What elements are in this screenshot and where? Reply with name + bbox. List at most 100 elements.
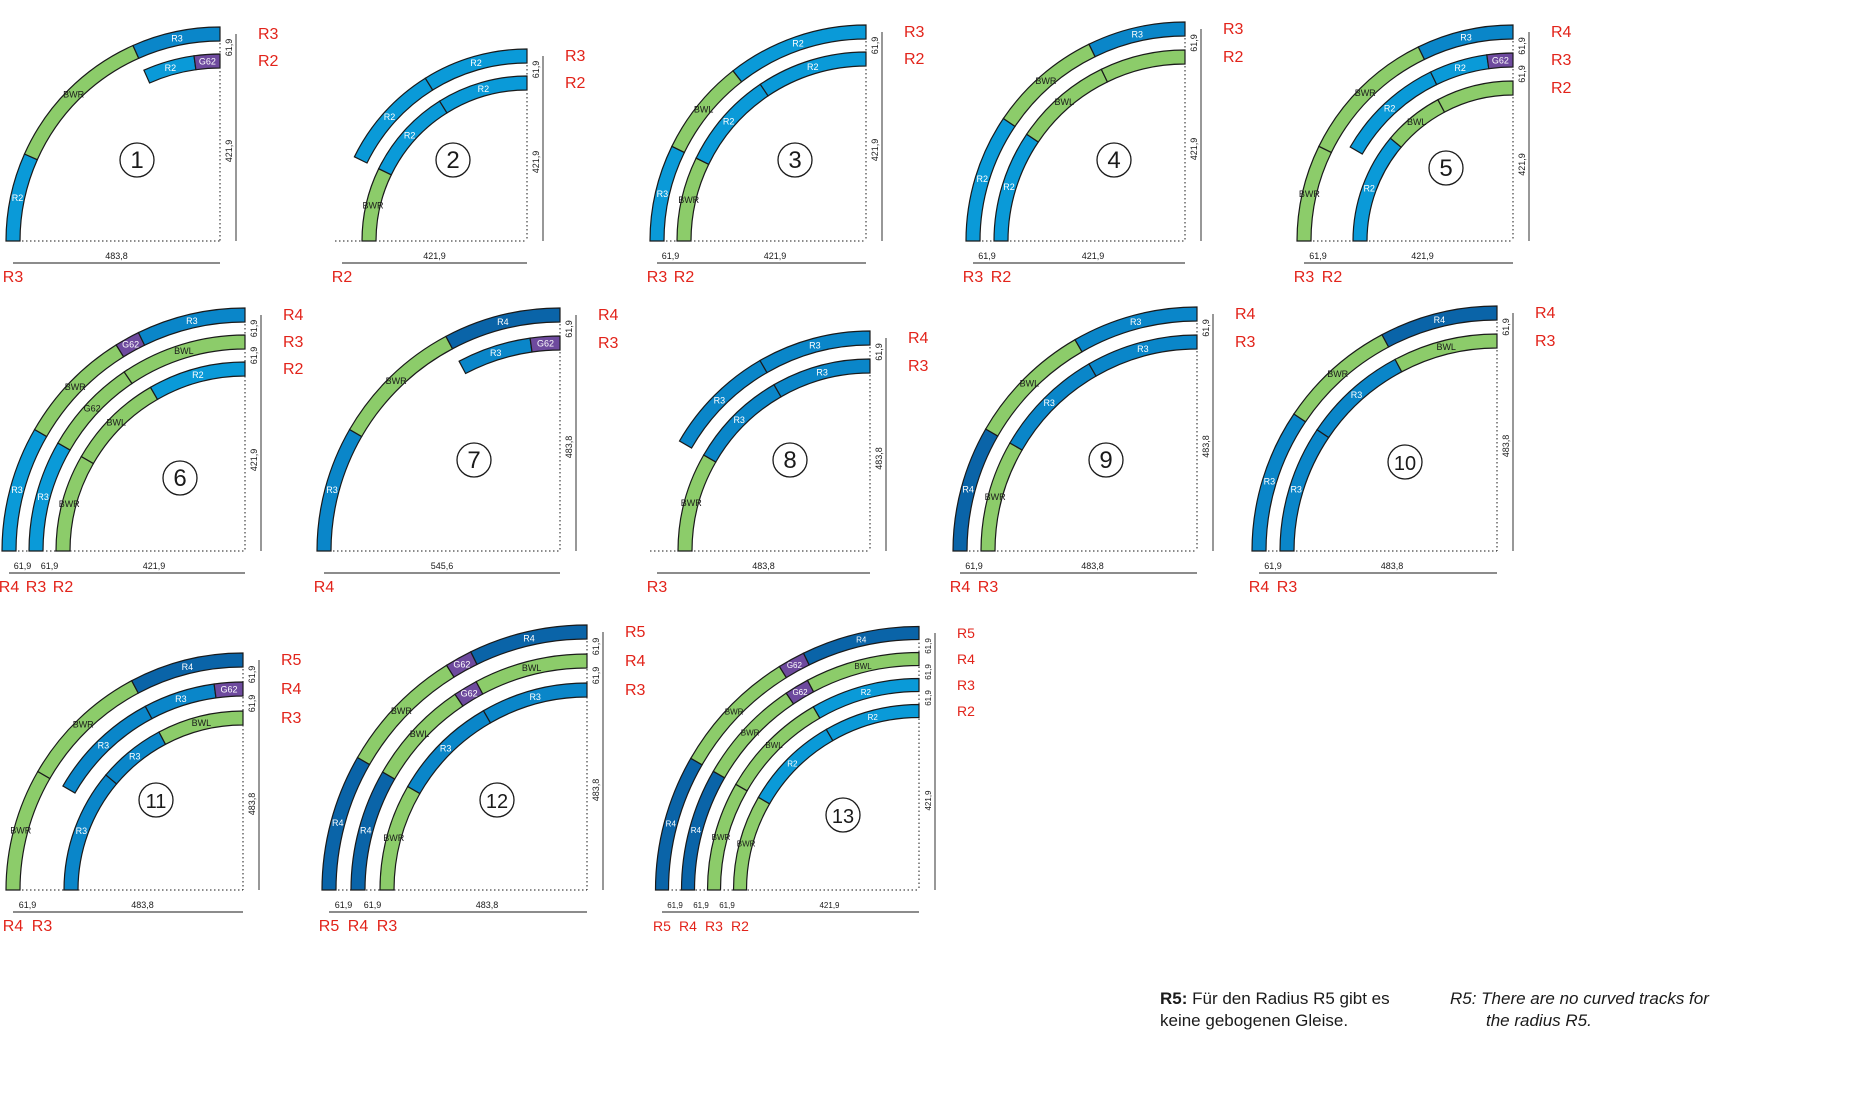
bottom-radius-label: R2	[332, 269, 353, 286]
track-piece-label: R3	[129, 751, 141, 761]
gap-dimension-label: 61,9	[924, 690, 933, 706]
gap-dimension-label: 61,9	[1201, 319, 1211, 337]
track-piece-label: R3	[1264, 476, 1276, 486]
track-piece-label: R2	[478, 84, 490, 94]
track-piece	[1437, 80, 1514, 113]
radius-label: R3	[258, 26, 279, 43]
gap-dimension-label: 61,9	[874, 343, 884, 361]
bottom-radius-label: R3	[978, 579, 999, 596]
track-piece-label: R2	[1384, 104, 1396, 114]
track-piece-label: G62	[1492, 55, 1509, 65]
gap-dimension-label: 61,9	[335, 900, 353, 910]
track-piece-label: BWR	[678, 195, 699, 205]
track-piece-label: R3	[11, 485, 23, 495]
track-piece-label: R4	[691, 826, 702, 835]
track-piece-label: BWL	[522, 663, 542, 673]
diagram-number: 11	[146, 791, 167, 813]
track-diagram-10: R3 R3 BWR R3 R4 BWL R4 R3 61,9 483,8 61,9 483,8 R4 R3…	[1249, 305, 1556, 596]
bottom-radius-label: R4	[679, 918, 697, 934]
width-dimension-label: 421,9	[143, 561, 166, 571]
track-piece-label: R3	[186, 316, 198, 326]
track-piece	[424, 48, 528, 91]
diagram-number-circle	[479, 782, 515, 818]
track-piece	[825, 703, 920, 742]
diagram-number-circle	[1088, 442, 1124, 478]
track-piece-label: BWR	[363, 201, 384, 211]
track-piece-label: BWR	[73, 720, 94, 730]
bottom-radius-label: R4	[314, 579, 335, 596]
track-piece-label: BWR	[63, 90, 84, 100]
track-piece-label: R3	[1043, 398, 1055, 408]
track-piece	[482, 682, 588, 724]
diagram-number: 1	[130, 147, 143, 174]
track-piece-label: R2	[861, 688, 872, 697]
track-piece	[438, 75, 528, 114]
diagram-number: 2	[446, 147, 459, 174]
diagram-number: 5	[1439, 155, 1452, 182]
track-piece-label: BWR	[391, 706, 412, 716]
height-dimension-label: 421,9	[1517, 153, 1527, 176]
track-piece	[63, 774, 118, 891]
track-piece-label: R3	[809, 340, 821, 350]
track-piece	[137, 307, 246, 347]
gap-dimension-label: 61,9	[965, 561, 983, 571]
diagram-number: 12	[486, 791, 508, 813]
track-piece-label: R2	[723, 117, 735, 127]
diagram-number-circle	[1387, 444, 1423, 480]
gap-dimension-label: 61,9	[591, 667, 601, 685]
track-piece-label: R2	[165, 63, 177, 73]
radius-label: R4	[598, 307, 619, 324]
diagram-number: 6	[173, 465, 186, 492]
track-piece-label: R3	[816, 367, 828, 377]
gap-dimension-label: 61,9	[667, 901, 683, 910]
radius-label: R2	[283, 361, 304, 378]
note-german: R5: Für den Radius R5 gibt es keine gebo…	[1160, 988, 1430, 1032]
height-dimension-label: 483,8	[874, 447, 884, 470]
track-piece-label: R2	[12, 193, 24, 203]
track-piece-label: BWL	[192, 718, 212, 728]
track-piece-label: R2	[384, 112, 396, 122]
radius-label: R3	[1235, 334, 1256, 351]
width-dimension-label: 545,6	[431, 561, 454, 571]
note-english: R5: There are no curved tracks for the ra…	[1450, 988, 1770, 1032]
track-piece-label: BWR	[1355, 88, 1376, 98]
track-piece-label: G62	[122, 340, 139, 350]
width-dimension-label: 483,8	[1381, 561, 1404, 571]
gap-dimension-label: 61,9	[364, 900, 382, 910]
track-piece-label: G62	[453, 659, 470, 669]
track-piece-label: R3	[1137, 344, 1149, 354]
track-piece-label: G62	[84, 404, 101, 414]
note-english-line2: the radius R5.	[1486, 1011, 1592, 1030]
track-piece-label: BWR	[712, 833, 731, 842]
track-piece-label: BWL	[1436, 342, 1456, 352]
track-piece	[1486, 52, 1514, 70]
diagram-number-circle	[119, 142, 155, 178]
width-dimension-label: 483,8	[1081, 561, 1104, 571]
diagram-number-circle	[162, 460, 198, 496]
track-piece-label: R3	[171, 34, 183, 44]
track-piece-label: G62	[537, 339, 554, 349]
track-piece-label: R4	[666, 820, 677, 829]
height-dimension-label: 421,9	[531, 151, 541, 174]
gap-dimension-label: 61,9	[591, 638, 601, 656]
radius-label: R3	[565, 48, 586, 65]
track-diagram-8: BWR R3 R3 R3 R3 R4 R3 61,9 483,8 483,8 R3 8	[647, 330, 929, 596]
track-piece	[1352, 137, 1403, 242]
track-piece	[213, 681, 244, 699]
track-diagram-5: BWR BWR R3 R2 R2 G62 R2 BWL R4 R3 R2 61,9 61,9 421,9 6…	[1294, 24, 1572, 286]
width-dimension-label: 483,8	[131, 900, 154, 910]
diagram-number: 4	[1107, 147, 1120, 174]
track-piece-label: R3	[1130, 317, 1142, 327]
height-dimension-label: 483,8	[591, 779, 601, 802]
track-piece-label: R2	[1454, 63, 1466, 73]
track-piece-label: BWR	[10, 826, 31, 836]
track-piece-label: R2	[1363, 184, 1375, 194]
bottom-radius-label: R4	[1249, 579, 1270, 596]
diagram-number: 9	[1099, 447, 1112, 474]
width-dimension-label: 483,8	[105, 251, 128, 261]
gap-dimension-label: 61,9	[14, 561, 32, 571]
height-dimension-label: 421,9	[870, 139, 880, 162]
track-piece-label: BWL	[174, 346, 194, 356]
radius-label: R3	[598, 335, 619, 352]
radius-label: R3	[1535, 333, 1556, 350]
